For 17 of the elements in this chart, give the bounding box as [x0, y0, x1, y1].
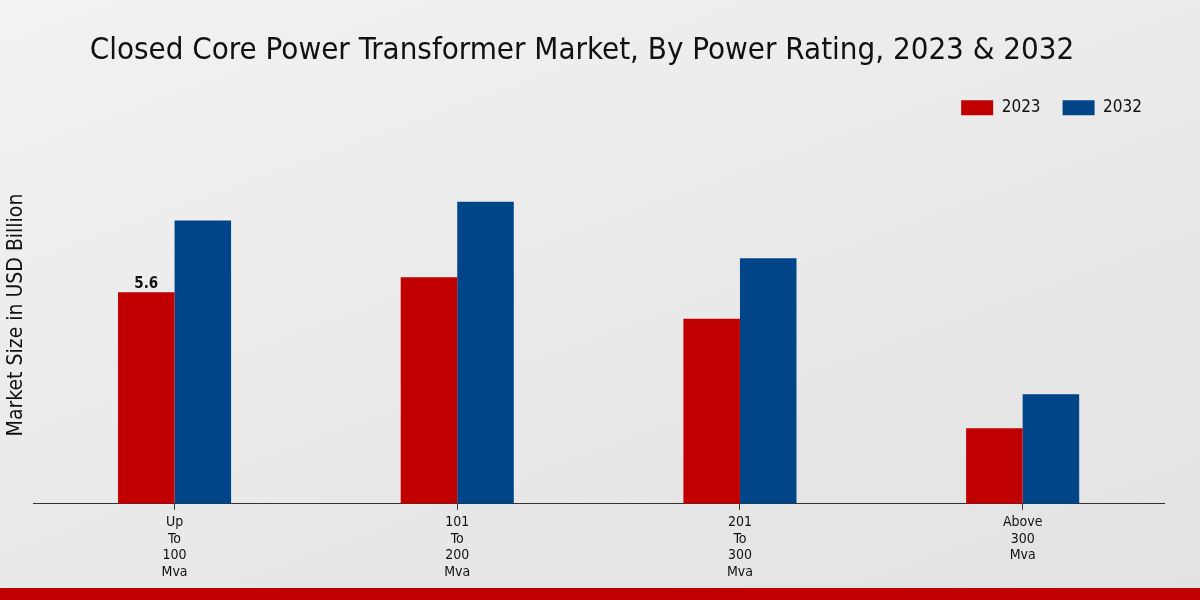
bar — [966, 428, 1023, 504]
bar — [400, 277, 458, 504]
legend-label: 2023 — [1001, 96, 1041, 117]
chart-title: Closed Core Power Transformer Market, By Power Rating, 2023 & 2032 — [89, 29, 1075, 66]
bar — [118, 292, 175, 504]
x-tick-label: 201 To 300 Mva — [726, 512, 753, 580]
bar — [739, 258, 797, 504]
bar — [457, 201, 514, 504]
x-tick-label: Up To 100 Mva — [161, 512, 188, 580]
x-tick-label: Above 300 Mva — [1002, 512, 1043, 563]
bar — [683, 318, 740, 504]
x-tick-label: 101 To 200 Mva — [444, 512, 471, 580]
y-axis-title: Market Size in USD Billion — [3, 193, 28, 437]
bar — [174, 220, 232, 504]
data-label: 5.6 — [134, 273, 159, 292]
bar — [1022, 394, 1080, 504]
legend-label: 2032 — [1103, 96, 1143, 117]
